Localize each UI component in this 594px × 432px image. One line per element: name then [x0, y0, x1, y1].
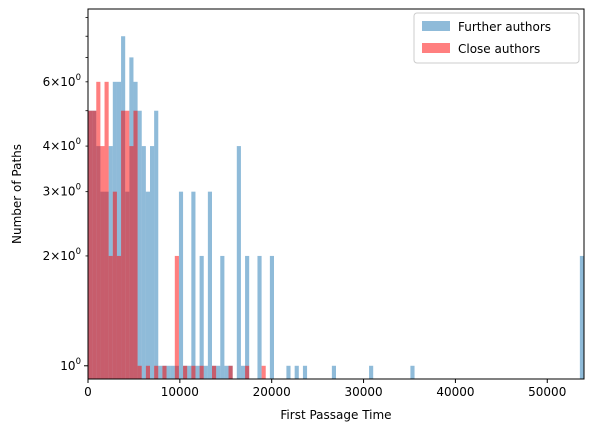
plot-frame [87, 8, 585, 380]
x-tick-label: 10000 [161, 385, 199, 399]
bar-further-authors [224, 365, 229, 379]
bar-close-authors [261, 365, 266, 379]
bar-further-authors [216, 365, 221, 379]
x-tick-label: 50000 [528, 385, 566, 399]
bar-further-authors [154, 110, 159, 379]
bar-close-authors [108, 255, 113, 379]
bar-further-authors [116, 81, 122, 379]
bar-close-authors [245, 365, 250, 379]
bar-close-authors [88, 110, 93, 379]
bar-further-authors [170, 365, 175, 379]
bar-further-authors [203, 365, 208, 379]
y-axis: 100 2×100 3×100 4×100 6×100 [43, 17, 88, 373]
bar-further-authors [236, 146, 241, 379]
x-tick-label: 40000 [436, 385, 474, 399]
bar-further-authors [269, 255, 274, 379]
series-close-authors [88, 81, 266, 379]
bar-close-authors [199, 365, 204, 379]
bar-further-authors [199, 255, 204, 379]
bar-close-authors [116, 255, 122, 379]
bar-close-authors [212, 365, 217, 379]
legend: Further authors Close authors [413, 12, 580, 64]
bar-further-authors [369, 365, 374, 379]
bar-close-authors [174, 255, 179, 379]
bar-close-authors [228, 365, 233, 379]
x-axis-title: First Passage Time [280, 408, 391, 422]
legend-label-further-authors: Further authors [458, 20, 551, 34]
bar-further-authors [137, 110, 142, 379]
bar-further-authors [187, 365, 192, 379]
x-axis: 0 10000 20000 30000 40000 50000 [84, 379, 566, 399]
y-tick-label: 4×100 [43, 137, 81, 153]
bar-further-authors [191, 191, 196, 379]
legend-label-close-authors: Close authors [458, 42, 540, 56]
bar-close-authors [129, 146, 134, 379]
bar-further-authors [294, 365, 299, 379]
bar-further-authors [195, 365, 200, 379]
y-tick-label: 2×100 [43, 247, 81, 263]
bar-further-authors [286, 365, 291, 379]
y-axis-title: Number of Paths [10, 144, 24, 244]
bar-further-authors [410, 365, 415, 379]
x-tick-label: 30000 [344, 385, 382, 399]
bar-close-authors [133, 110, 138, 379]
bar-close-authors [191, 365, 196, 379]
bar-close-authors [104, 81, 109, 379]
bar-close-authors [183, 365, 188, 379]
y-tick-label: 100 [60, 357, 81, 373]
bar-further-authors [245, 255, 250, 379]
bar-close-authors [137, 365, 142, 379]
bar-further-authors [220, 255, 225, 379]
bar-close-authors [145, 365, 150, 379]
bar-further-authors [166, 365, 171, 379]
x-tick-label: 20000 [253, 385, 291, 399]
series-further-authors [88, 36, 584, 379]
x-tick-label: 0 [84, 385, 92, 399]
bar-close-authors [92, 110, 97, 379]
bar-further-authors [207, 191, 212, 379]
y-tick-label: 6×100 [43, 73, 81, 89]
legend-frame [413, 12, 580, 64]
bar-close-authors [112, 191, 117, 379]
bar-further-authors [178, 191, 184, 379]
bar-further-authors [150, 146, 155, 379]
bar-further-authors [579, 255, 584, 379]
legend-swatch-further-authors [422, 21, 450, 31]
bar-close-authors [154, 365, 159, 379]
bar-further-authors [158, 365, 163, 379]
bar-further-authors [145, 191, 150, 379]
y-tick-label: 3×100 [43, 183, 81, 199]
bar-further-authors [257, 255, 262, 379]
bar-further-authors [141, 146, 146, 379]
bar-close-authors [96, 81, 101, 379]
bar-close-authors [121, 110, 126, 379]
bars-layer [88, 36, 584, 379]
bar-further-authors [302, 365, 308, 379]
bar-close-authors [125, 110, 130, 379]
legend-swatch-close-authors [422, 43, 450, 53]
bar-close-authors [162, 365, 167, 379]
bar-further-authors [331, 365, 336, 379]
bar-further-authors [240, 365, 246, 379]
bar-close-authors [100, 146, 105, 379]
